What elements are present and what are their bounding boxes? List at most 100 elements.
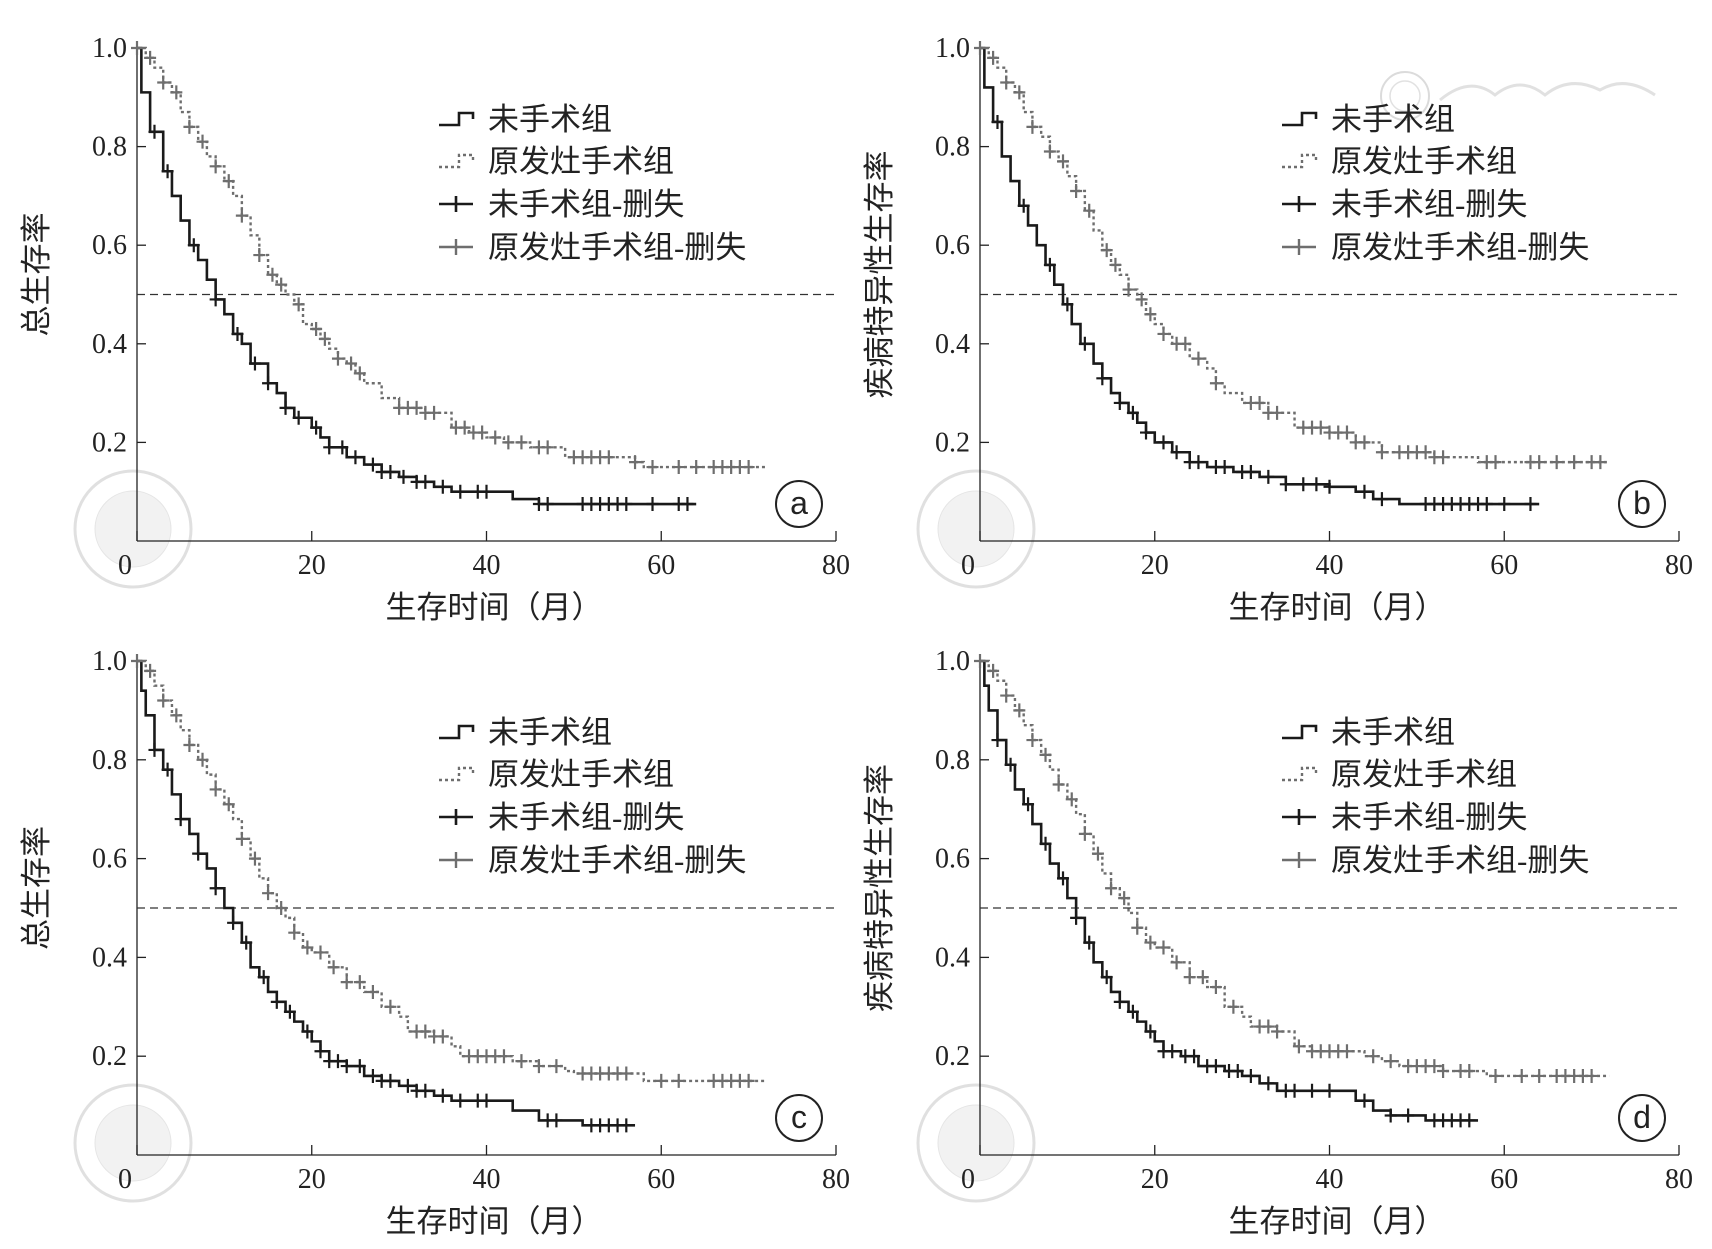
censor-mark: [1323, 479, 1336, 494]
panel-label: a: [790, 485, 808, 521]
censor-mark: [1070, 183, 1083, 198]
censor-mark: [174, 812, 187, 827]
censor-mark: [410, 400, 423, 415]
censor-mark: [144, 663, 157, 678]
censor-mark: [1209, 376, 1222, 391]
censor-mark: [1288, 1083, 1301, 1098]
y-tick-label: 1.0: [92, 33, 127, 64]
legend-symbol-censor-dark: [439, 196, 473, 212]
censor-mark: [476, 425, 489, 440]
censor-mark: [131, 654, 143, 668]
legend-symbol-censor-dark: [439, 809, 473, 825]
y-tick-label: 0.8: [935, 132, 970, 163]
censor-mark: [1358, 484, 1371, 499]
x-tick-label: 60: [1490, 1164, 1518, 1195]
censor-mark: [148, 742, 161, 757]
censor-mark: [991, 733, 1004, 748]
seal-watermark: [916, 1083, 1036, 1203]
censor-mark: [1358, 435, 1371, 450]
censor-mark: [1083, 203, 1096, 218]
censor-mark: [646, 460, 659, 475]
censor-mark: [1358, 1093, 1371, 1108]
x-tick-label: 40: [473, 1164, 501, 1195]
censor-mark: [1306, 1083, 1319, 1098]
censor-mark: [1170, 955, 1183, 970]
curve-no-surgery: [137, 46, 697, 506]
legend-symbol-censor-gray: [439, 239, 473, 255]
censor-mark: [345, 356, 358, 371]
chart-panel-a: 0 20 40 60 80 0.2 0.4 0.6 0.8 1.0 生存时间（月） 总生存率 未手术组原…: [19, 33, 850, 625]
censor-mark: [253, 248, 266, 263]
censor-mark: [655, 1073, 668, 1088]
x-tick-label: 80: [1665, 550, 1693, 581]
y-tick-label: 0.4: [935, 942, 970, 973]
censor-mark: [1157, 940, 1170, 955]
censor-mark: [419, 1024, 432, 1039]
censor-mark: [1480, 497, 1493, 512]
censor-mark: [248, 356, 261, 371]
legend-label: 未手术组-删失: [488, 800, 684, 835]
censor-mark: [1118, 891, 1131, 906]
censor-mark: [1166, 1044, 1179, 1059]
censor-mark: [1253, 395, 1266, 410]
censor-mark: [1126, 1004, 1139, 1019]
censor-mark: [1419, 445, 1432, 460]
legend-label: 原发灶手术组-删失: [488, 843, 746, 878]
x-axis-title: 生存时间（月）: [386, 1204, 603, 1239]
censor-mark: [515, 1054, 528, 1069]
legend-label: 未手术组: [488, 102, 612, 137]
legend-symbol-step-solid: [1282, 724, 1318, 740]
censor-mark: [1061, 297, 1074, 312]
y-tick-label: 0.6: [935, 230, 970, 261]
seal-outer-ring: [73, 469, 193, 589]
censor-mark: [266, 267, 279, 282]
censor-mark: [262, 886, 275, 901]
censor-mark: [1533, 1068, 1546, 1083]
curve-primary-surgery: [137, 46, 767, 469]
censor-mark: [1568, 455, 1581, 470]
y-axis-title: 总生存率: [19, 213, 54, 337]
censor-mark: [1437, 450, 1450, 465]
censor-mark: [497, 1049, 510, 1064]
legend-label: 未手术组: [1331, 102, 1455, 137]
legend-symbol-step-dotted: [1282, 766, 1318, 782]
censor-mark: [1209, 980, 1222, 995]
censor-mark: [1227, 999, 1240, 1014]
legend-label: 未手术组: [488, 715, 612, 750]
censor-mark: [366, 1068, 379, 1083]
legend-symbol-step-dotted: [439, 153, 475, 169]
legend-label: 原发灶手术组-删失: [1331, 843, 1589, 878]
censor-mark: [1524, 497, 1537, 512]
censor-mark: [1083, 935, 1096, 950]
censor-mark: [436, 479, 449, 494]
x-tick-label: 0: [118, 550, 132, 581]
chart-panel-b: 0 20 40 60 80 0.2 0.4 0.6 0.8 1.0 生存时间（月） 疾病特异性生存率 未…: [862, 33, 1693, 625]
censor-mark: [646, 497, 659, 512]
censor-mark: [1340, 425, 1353, 440]
censor-mark: [323, 440, 336, 455]
censor-mark: [1594, 455, 1607, 470]
censor-mark: [1057, 871, 1070, 886]
censor-mark: [1188, 1049, 1201, 1064]
legend-symbol-censor-gray: [1282, 852, 1316, 868]
censor-mark: [384, 464, 397, 479]
censor-mark: [353, 1059, 366, 1074]
censor-mark: [384, 1073, 397, 1088]
censor-mark: [1065, 792, 1078, 807]
censor-mark: [1043, 144, 1056, 159]
censor-mark: [157, 693, 170, 708]
censor-mark: [419, 1083, 432, 1098]
x-tick-label: 0: [961, 550, 975, 581]
censor-mark: [235, 208, 248, 223]
censor-mark: [1262, 1076, 1275, 1091]
x-tick-label: 0: [118, 1164, 132, 1195]
censor-mark: [1196, 970, 1209, 985]
censor-mark: [397, 469, 410, 484]
legend-label: 未手术组: [1331, 715, 1455, 750]
x-tick-label: 20: [1141, 1164, 1169, 1195]
censor-mark: [192, 846, 205, 861]
legend-label: 原发灶手术组: [1331, 757, 1517, 792]
seal-outer-ring: [916, 1083, 1036, 1203]
censor-mark: [1017, 198, 1030, 213]
censor-mark: [1533, 455, 1546, 470]
